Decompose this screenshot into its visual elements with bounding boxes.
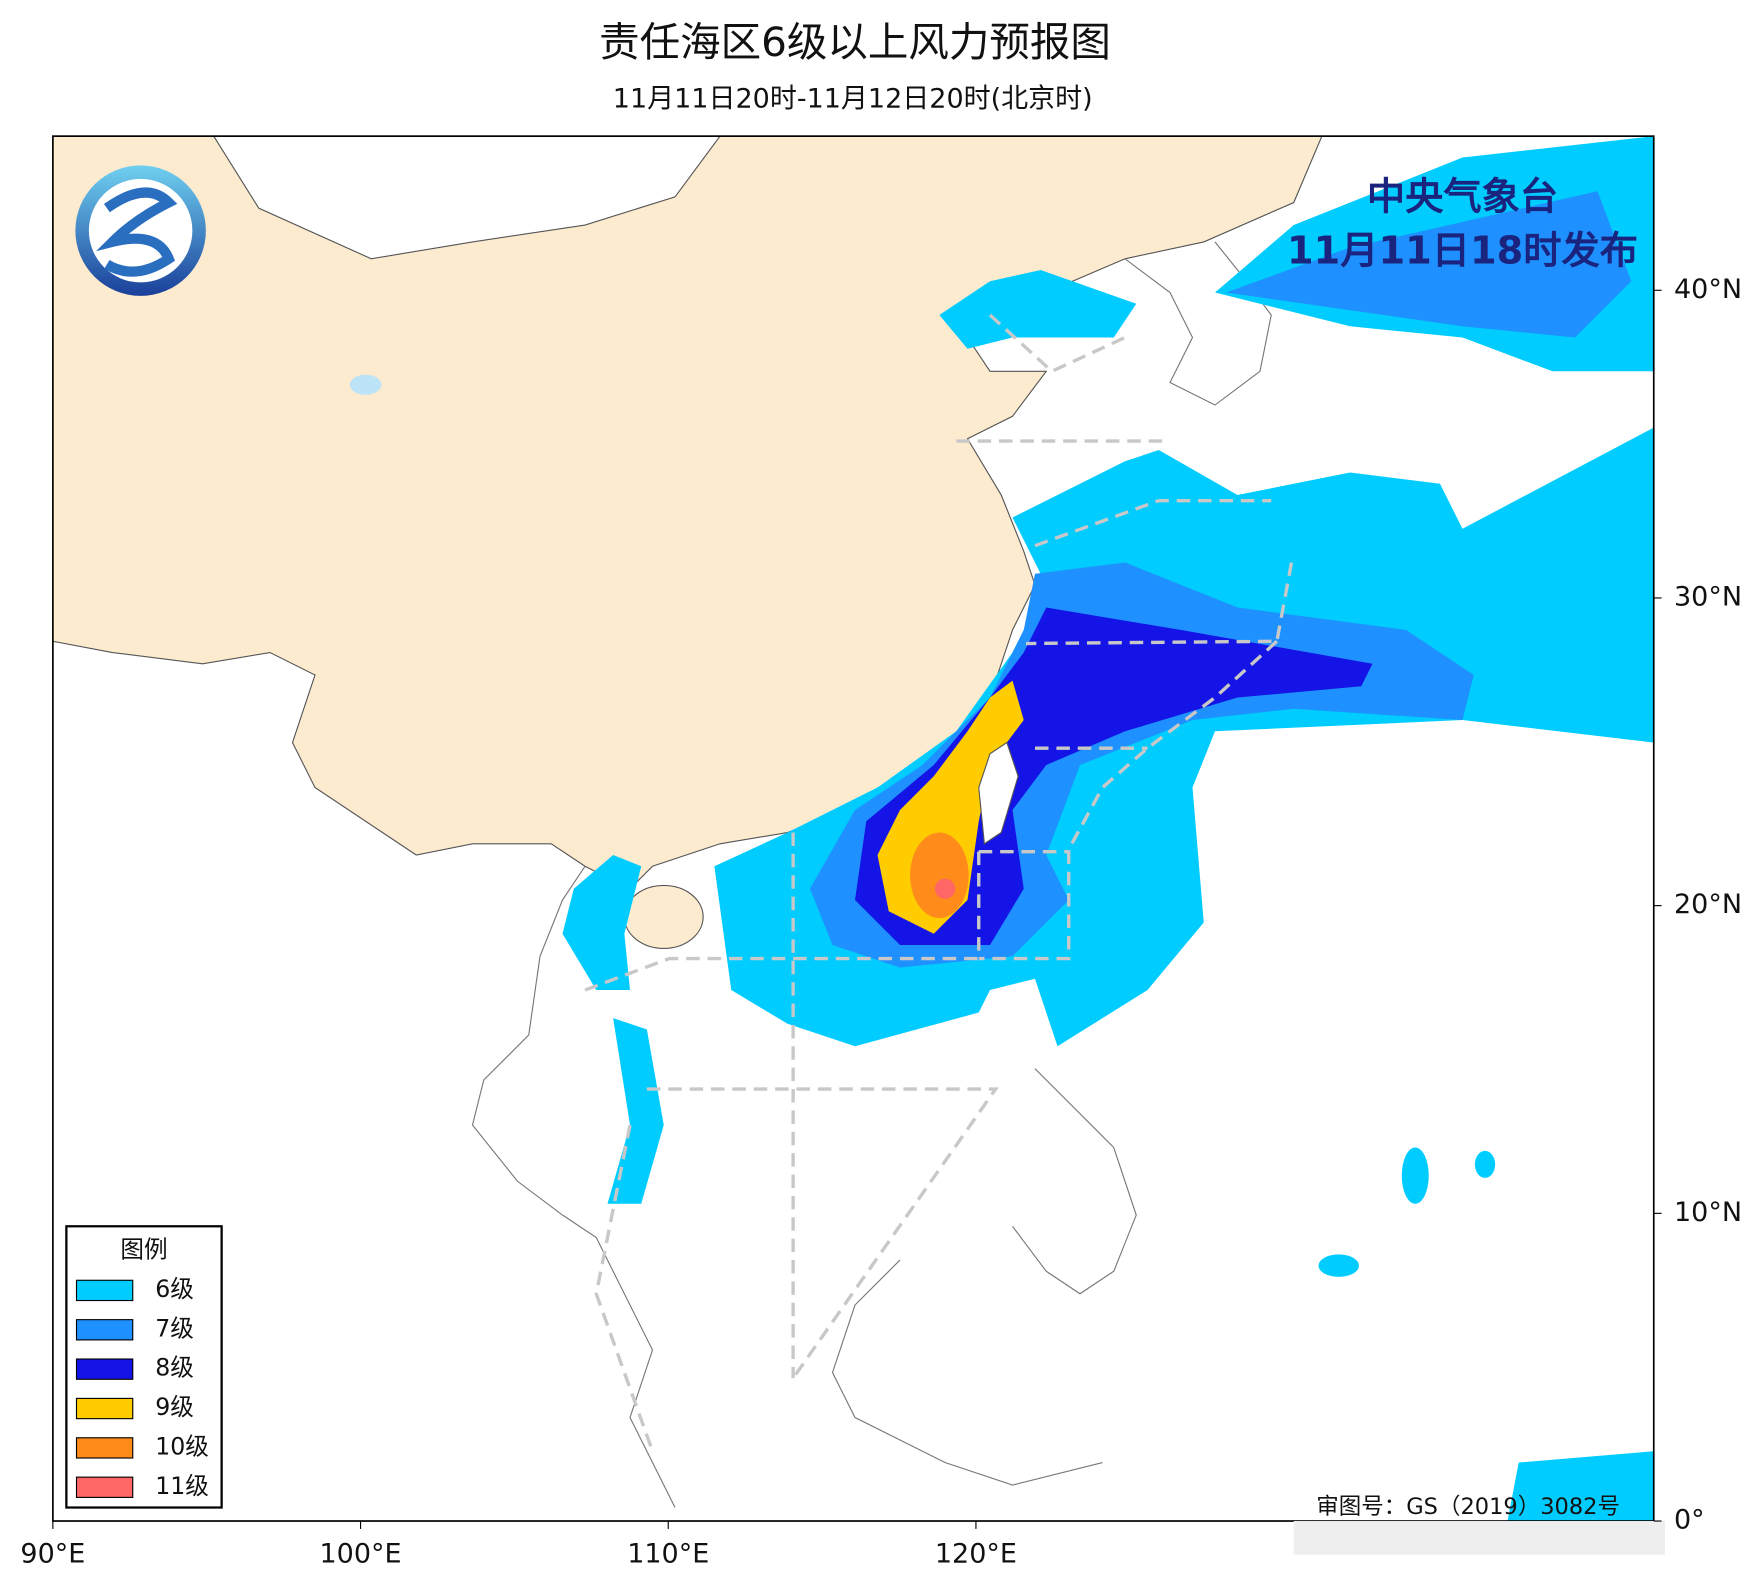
y-tick-label: 20°N — [1674, 889, 1742, 920]
x-tick-label: 90°E — [20, 1538, 85, 1569]
legend-label: 9级 — [155, 1393, 194, 1421]
sea-area-borders — [584, 313, 1294, 1452]
x-tick-label: 110°E — [627, 1538, 709, 1569]
lake — [349, 374, 382, 395]
legend-label: 6级 — [155, 1275, 194, 1303]
legend-title: 图例 — [120, 1236, 167, 1264]
wind-level-8 — [855, 607, 1373, 946]
coastline — [1012, 1068, 1137, 1295]
wind-level-6 — [1474, 1150, 1496, 1178]
logo — [75, 165, 206, 296]
coastline — [831, 1259, 1103, 1486]
legend-swatch — [75, 1397, 134, 1420]
coastline — [471, 865, 676, 1508]
legend-label: 8级 — [155, 1354, 194, 1382]
map-body — [52, 136, 1654, 1522]
y-tick-label: 0° — [1674, 1505, 1705, 1536]
legend-swatch — [75, 1358, 134, 1380]
legend-label: 10级 — [155, 1432, 209, 1460]
issuer-time: 11月11日18时发布 — [1287, 229, 1638, 274]
wind-level-6 — [1507, 1451, 1654, 1522]
legend-label: 11级 — [155, 1472, 209, 1500]
wind-level-6 — [562, 855, 642, 991]
wind-level-7 — [1226, 191, 1632, 338]
watermark — [1293, 1521, 1665, 1555]
y-tick-label: 10°N — [1674, 1197, 1742, 1228]
legend-swatch — [75, 1476, 134, 1498]
wind-level-6 — [1318, 1254, 1359, 1277]
legend-swatch — [75, 1437, 134, 1459]
map-frame — [52, 135, 1655, 1522]
map-title: 责任海区6级以上风力预报图 — [599, 18, 1111, 66]
wind-level-11 — [934, 878, 956, 899]
legend-swatch — [75, 1319, 134, 1341]
wind-level-6 — [939, 270, 1137, 349]
y-tick-label: 40°N — [1674, 274, 1742, 305]
approval-number: 审图号：GS（2019）3082号 — [1316, 1494, 1620, 1520]
y-tick-label: 30°N — [1674, 581, 1742, 612]
x-tick-label: 100°E — [320, 1538, 402, 1569]
map-subtitle: 11月11日20时-11月12日20时(北京时) — [613, 84, 1093, 115]
hainan — [623, 884, 704, 949]
taiwan — [978, 741, 1019, 845]
legend-label: 7级 — [155, 1314, 194, 1342]
legend: 图例 6级 7级 8级 9级 10级 11级 — [65, 1225, 223, 1509]
legend-swatch — [75, 1279, 134, 1302]
x-tick-label: 120°E — [935, 1538, 1017, 1569]
issuer-name: 中央气象台 — [1367, 175, 1558, 220]
wind-level-6 — [607, 1018, 664, 1204]
wind-level-6 — [1401, 1147, 1429, 1204]
wind-level-10 — [910, 832, 969, 919]
